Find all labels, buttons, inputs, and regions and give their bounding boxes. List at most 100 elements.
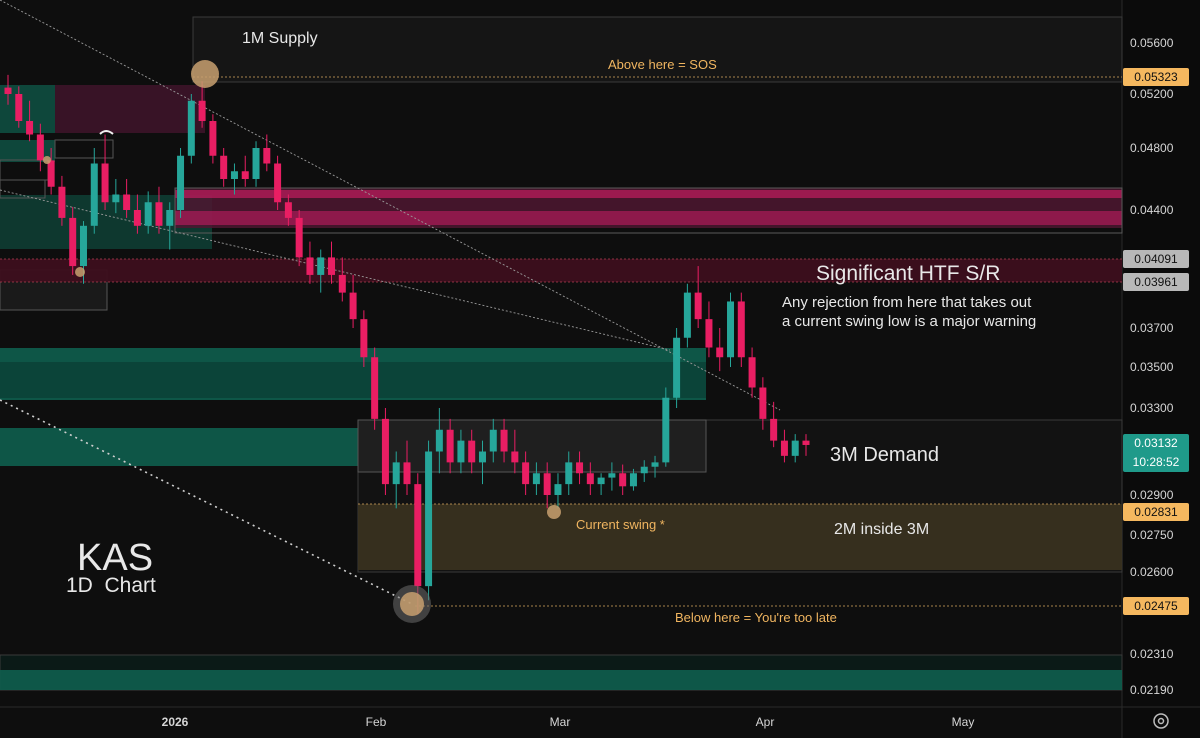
consolidation-box: [357, 419, 707, 473]
candle-body: [511, 451, 519, 463]
price-tag: 0.04091: [1123, 250, 1189, 268]
price-tick-label: 0.03300: [1130, 401, 1174, 415]
candle-body: [694, 292, 702, 320]
candle-body: [791, 440, 799, 456]
candle: [295, 210, 303, 267]
price-axis[interactable]: 0.05600 0.05200 0.04800 0.04400 0.03700 0.035…: [1130, 36, 1174, 697]
candle-body: [489, 429, 497, 452]
candle-body: [349, 292, 357, 320]
candle-body: [619, 473, 627, 487]
demand-2m-zone: [358, 504, 1122, 570]
swing-pivot-marker[interactable]: [547, 505, 561, 519]
candle: [673, 328, 681, 408]
candle-body: [209, 121, 217, 156]
candle-body: [328, 257, 336, 275]
demand-3m-label: 3M Demand: [830, 444, 939, 466]
candle: [737, 292, 745, 367]
supply-label: 1M Supply: [242, 30, 318, 47]
settings-gear-icon[interactable]: [1153, 713, 1169, 729]
candle: [586, 462, 594, 495]
price-tick-label: 0.02190: [1130, 683, 1174, 697]
candle-body: [554, 484, 562, 495]
sos-label: Above here = SOS: [608, 57, 717, 72]
candle-body: [69, 217, 77, 267]
candle: [209, 114, 217, 164]
candle-body: [414, 484, 422, 587]
candle-body: [360, 319, 368, 358]
candle: [619, 464, 627, 495]
time-tick-label: Mar: [550, 715, 571, 729]
candle: [446, 418, 454, 474]
time-axis[interactable]: 2026 Feb Mar Apr May: [162, 715, 975, 729]
candle-body: [662, 397, 670, 463]
candle-body: [274, 163, 282, 203]
candle-body: [770, 418, 778, 441]
candle-body: [123, 194, 131, 210]
candle-body: [263, 148, 271, 164]
candle-body: [198, 100, 206, 121]
candle: [166, 202, 174, 250]
candle-body: [306, 257, 314, 275]
htf-sr-zone: [0, 259, 1122, 282]
candle: [15, 86, 23, 128]
candle: [155, 186, 163, 234]
candle: [306, 241, 314, 284]
candle-body: [500, 429, 508, 452]
supply-pivot-marker[interactable]: [191, 60, 219, 88]
candle-body: [155, 202, 163, 226]
price-tick-label: 0.04800: [1130, 141, 1174, 155]
candle-body: [759, 387, 767, 419]
candle: [662, 387, 670, 467]
price-tag-bg: [1123, 250, 1189, 268]
candle-body: [392, 462, 400, 485]
candle: [770, 401, 778, 448]
candle: [468, 429, 476, 474]
time-tick-label: Apr: [756, 715, 775, 729]
candle-body: [101, 163, 109, 203]
candle-body: [144, 202, 152, 226]
resistance-band-outline: [174, 187, 1123, 234]
candle: [69, 206, 77, 275]
candle-body: [629, 473, 637, 487]
candle-body: [295, 217, 303, 258]
candle-body: [608, 473, 616, 478]
price-tag: 0.02475: [1123, 597, 1189, 615]
candle-body: [543, 473, 551, 495]
candle-body: [457, 440, 465, 463]
candle: [4, 74, 12, 105]
candle: [123, 179, 131, 218]
price-tag: 0.03961: [1123, 273, 1189, 291]
candle: [651, 455, 659, 478]
candle: [565, 451, 573, 495]
left-supply-box: [55, 85, 205, 133]
price-tag: 0.05323: [1123, 68, 1189, 86]
candle: [457, 429, 465, 474]
price-tag-bg: [1123, 434, 1189, 472]
price-tag-timer: 10:28:52: [1133, 455, 1180, 469]
candle-body: [640, 466, 648, 474]
candle-body: [317, 257, 325, 275]
candle: [220, 148, 228, 187]
candle: [381, 408, 389, 495]
left-pivot-marker[interactable]: [75, 267, 85, 277]
demand-2m-label: 2M inside 3M: [834, 521, 929, 538]
left-pivot-marker-2[interactable]: [43, 156, 51, 164]
candle: [629, 468, 637, 491]
bottom-demand-band: [0, 670, 1122, 690]
candles-group: [4, 74, 810, 615]
candle-body: [597, 477, 605, 485]
candle-body: [435, 429, 443, 452]
candle-body: [716, 347, 724, 358]
price-tick-label: 0.03700: [1130, 321, 1174, 335]
low-pivot-marker[interactable]: [400, 592, 424, 616]
timeframe-label: 1D Chart: [66, 574, 156, 597]
candle: [263, 134, 271, 172]
candle-body: [26, 121, 34, 135]
candle: [133, 194, 141, 234]
candle-body: [683, 292, 691, 338]
price-tag-label: 0.03961: [1134, 275, 1178, 289]
candle: [349, 274, 357, 328]
candle: [101, 134, 109, 210]
